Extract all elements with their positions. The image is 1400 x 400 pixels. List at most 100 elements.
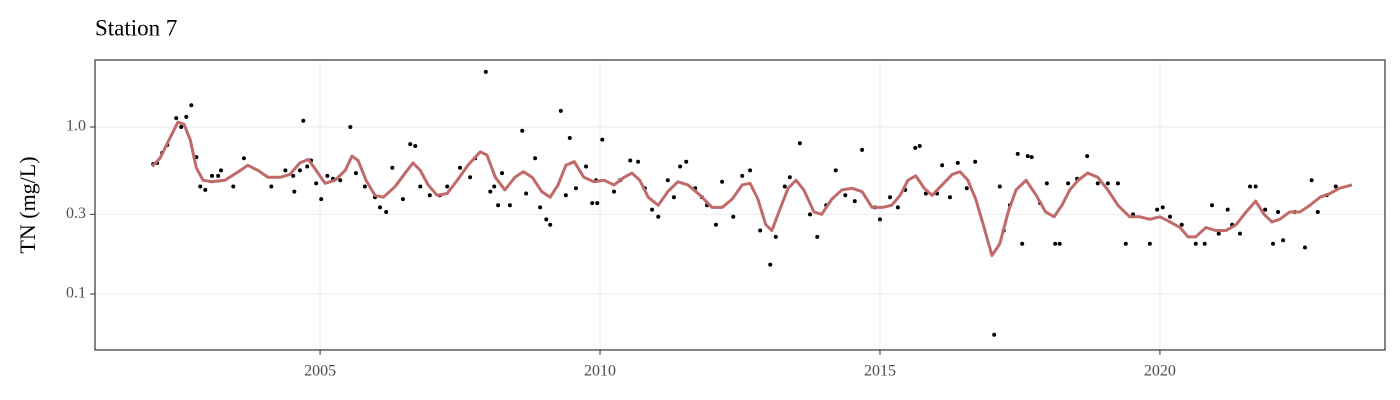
data-point [740,173,745,178]
data-point [492,184,497,189]
data-point [1253,184,1258,189]
data-point [353,171,358,176]
data-point [408,142,413,147]
data-point [584,164,589,169]
data-point [1115,181,1120,186]
data-point [713,222,718,227]
data-point [973,159,978,164]
data-point [184,114,189,119]
data-point [852,199,857,204]
data-point [656,214,661,219]
data-point [314,181,319,186]
data-point [1015,151,1020,156]
data-point [216,173,221,178]
data-point [573,186,578,191]
data-point [600,137,605,142]
data-point [305,164,310,169]
data-point [955,160,960,165]
data-point [1095,181,1100,186]
data-point [198,184,203,189]
data-point [1248,184,1253,189]
x-tick-label: 2005 [304,363,336,380]
x-tick-label: 2010 [584,363,616,380]
data-point [964,186,969,191]
data-point [468,175,473,180]
data-point [174,116,179,121]
data-point [269,184,274,189]
data-point [538,205,543,210]
data-point [1085,154,1090,159]
data-point [1020,241,1025,246]
data-point [1309,178,1314,183]
data-point [1276,209,1281,214]
chart-title: Station 7 [95,15,177,40]
data-point [1160,205,1165,210]
data-point [319,197,324,202]
data-point [292,189,297,194]
data-point [671,195,676,200]
data-point [500,171,505,176]
data-point [895,205,900,210]
data-point [544,217,549,222]
data-point [218,168,223,173]
data-point [445,184,450,189]
data-point [917,143,922,148]
data-point [567,135,572,140]
data-point [483,69,488,74]
data-point [1237,231,1242,236]
data-point [947,195,952,200]
data-point [782,184,787,189]
data-point [650,207,655,212]
data-point [877,217,882,222]
data-point [1053,241,1058,246]
data-point [210,173,215,178]
data-point [773,234,778,239]
trend-line [151,120,1353,258]
data-point [1225,207,1230,212]
data-point [678,164,683,169]
data-point [427,193,432,198]
panel-border [94,59,1386,351]
y-tick-label: 0.1 [66,285,86,302]
data-point [1193,241,1198,246]
data-point [348,125,353,130]
data-point [1202,241,1207,246]
data-point [533,156,538,161]
data-point [612,189,617,194]
data-point [758,228,763,233]
data-point [992,332,997,337]
data-point [413,143,418,148]
data-point [940,163,945,168]
data-point [400,197,405,202]
data-point [1029,155,1034,160]
data-point [520,128,525,133]
data-point [768,262,773,267]
data-point [1216,231,1221,236]
data-point [1105,181,1110,186]
data-point [1044,181,1049,186]
y-tick-label: 1.0 [66,118,86,135]
data-point [179,125,184,130]
data-point [815,234,820,239]
data-point [377,205,382,210]
data-point [524,191,529,196]
data-point [291,173,296,178]
data-point [913,145,918,150]
data-point [595,201,600,206]
data-point [384,209,389,214]
data-point [731,214,736,219]
data-point [1333,184,1338,189]
data-point [241,156,246,161]
data-point [203,187,208,192]
data-point [558,108,563,113]
data-point [590,201,595,206]
data-point [1209,203,1214,208]
data-point [1025,154,1030,159]
data-point [563,193,568,198]
data-point [301,118,306,123]
data-point [338,178,343,183]
data-point [488,189,493,194]
data-point [1155,207,1160,212]
